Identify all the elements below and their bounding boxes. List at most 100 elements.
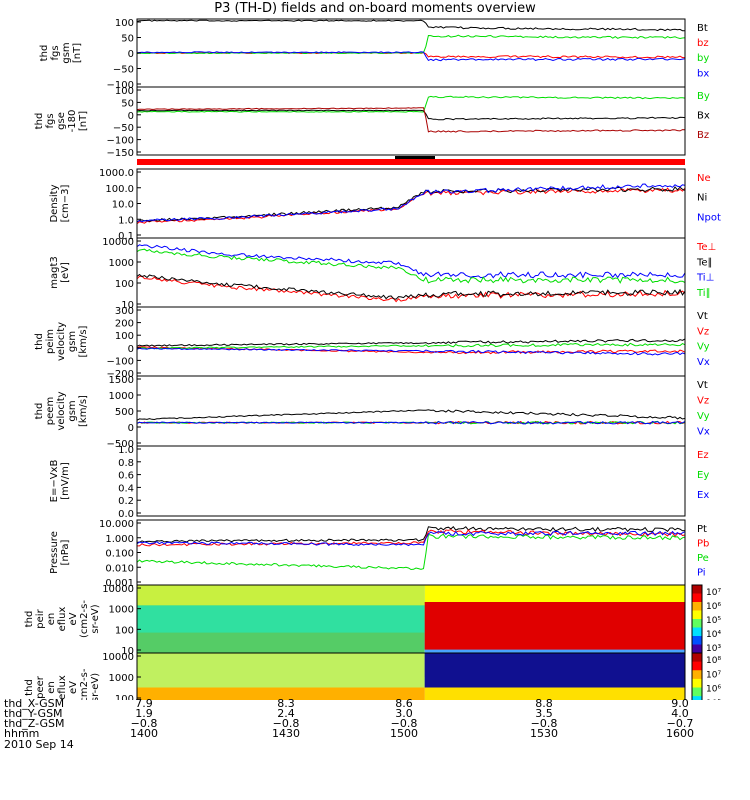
legend-entry: Bt [697, 23, 708, 34]
footer-value: 7.9 [135, 697, 153, 710]
series-line-Te⊥ [136, 275, 686, 303]
series-line-Pb [137, 529, 686, 547]
y-tick-label: 100 [115, 331, 134, 342]
y-tick-label: 500 [115, 407, 134, 418]
footer-value: 1530 [530, 727, 558, 740]
y-tick-label: 0.010 [105, 563, 134, 574]
footer-value: 4.0 [671, 707, 689, 720]
y-tick-label: 10000 [102, 237, 134, 248]
y-tick-label: 0.4 [118, 483, 134, 494]
y-tick-label: 0.1 [118, 231, 134, 242]
legend-entry: Te⊥ [696, 242, 716, 253]
y-axis-label: gsm [67, 331, 78, 352]
y-axis-label: gsm [67, 400, 78, 421]
legend-entry: Vt [697, 311, 708, 322]
y-axis-label: [nPa] [60, 539, 71, 565]
legend-entry: Pb [697, 538, 709, 549]
colorbar-segment [692, 644, 702, 654]
y-tick-label: −50 [113, 65, 134, 76]
y-tick-label: 0 [128, 344, 134, 355]
footer-value: −0.8 [272, 717, 300, 730]
footer-row-label: thd_X-GSM [4, 697, 65, 710]
legend-entry: By [697, 91, 710, 102]
y-tick-label: −100 [107, 136, 134, 147]
y-tick-label: 100 [115, 279, 134, 290]
y-axis-label: (cm2-s- [79, 668, 90, 700]
colorbar-tick-label: 10⁸ [706, 656, 721, 666]
y-axis-label: velocity [56, 322, 67, 361]
y-tick-label: 0 [128, 423, 134, 434]
colorbar-tick-label: 10³ [706, 644, 721, 654]
y-tick-label: 1000 [109, 258, 134, 269]
series-line-Vt [136, 409, 686, 421]
y-axis-label: Pressure [49, 531, 60, 574]
y-tick-label: −50 [113, 123, 134, 134]
panel-frame [136, 519, 686, 586]
legend-entry: Ey [697, 470, 709, 481]
legend-entry: Vz [697, 326, 709, 337]
y-tick-label: 50 [121, 98, 134, 109]
legend-entry: bz [697, 38, 709, 49]
y-tick-label: 10.000 [99, 519, 134, 530]
series-line-Te∥ [136, 273, 686, 300]
colorbar-segment [692, 619, 702, 628]
footer-value: 8.3 [277, 697, 295, 710]
colorbar-segment [692, 610, 702, 620]
footer-row-y: thd_Y-GSM [4, 708, 63, 720]
mode-bar-tick [395, 156, 435, 159]
series-line-Npot [136, 183, 686, 223]
y-axis-label: (cm2-s- [79, 600, 90, 638]
y-axis-label: eV [68, 681, 79, 694]
y-axis-label: thd [34, 113, 45, 130]
colorbar-segment [692, 636, 702, 645]
colorbar-tick-label: 10⁵ [706, 699, 721, 700]
y-axis-label: magt3 [49, 256, 60, 289]
legend-entry: bx [697, 68, 709, 79]
legend-entry: Vt [697, 380, 708, 391]
legend-entry: Vz [697, 396, 709, 407]
y-axis-label: sr-eV) [90, 673, 101, 700]
series-line-Pe [136, 533, 686, 571]
legend-entry: Ni [697, 193, 707, 204]
y-tick-label: 0.001 [105, 578, 134, 589]
panel-frame [136, 237, 686, 308]
footer-row-hhmm: hhmm [4, 728, 39, 740]
colorbar-segment [692, 670, 702, 680]
spectrogram-pre-band [137, 585, 425, 606]
colorbar-segment [692, 696, 702, 700]
footer-value: −0.8 [130, 717, 158, 730]
legend-entry: Vy [697, 411, 710, 422]
y-axis-label: thd [24, 611, 35, 628]
y-axis-label: en [46, 681, 57, 694]
y-tick-label: 1.0 [118, 445, 134, 456]
y-tick-label: 0.8 [118, 458, 134, 469]
legend-entry: Vx [697, 427, 710, 438]
y-axis-label: thd [39, 45, 50, 62]
y-axis-label: peir [35, 608, 46, 628]
footer-value: 1400 [130, 727, 158, 740]
series-line-Vx [136, 347, 686, 356]
series-line-Ti⊥ [136, 244, 686, 279]
y-axis-label: eflux [57, 675, 68, 700]
y-tick-label: 200 [115, 319, 134, 330]
series-line-Pt [136, 525, 686, 543]
y-axis-label: thd [24, 679, 35, 696]
y-tick-label: 0 [128, 111, 134, 122]
footer-value: −0.8 [390, 717, 418, 730]
series-line-Bx [136, 109, 686, 121]
spectrogram-pre-band [137, 605, 425, 633]
footer-value: 3.0 [395, 707, 413, 720]
footer-row-x: thd_X-GSM [4, 698, 64, 710]
colorbar-tick-label: 10⁷ [706, 588, 721, 598]
panel-frame [136, 306, 686, 377]
colorbar-tick-label: 10⁵ [706, 616, 721, 626]
y-tick-label: 100 [115, 694, 134, 700]
spectrogram-band-0 [424, 585, 685, 602]
legend-entry: Ne [697, 173, 711, 184]
legend-entry: Pt [697, 524, 707, 535]
y-tick-label: 1.000 [105, 534, 134, 545]
spectrogram-pre-band [137, 687, 425, 700]
series-line-By [136, 95, 686, 113]
colorbar-segment [692, 593, 702, 603]
y-tick-label: 100.0 [105, 184, 134, 195]
